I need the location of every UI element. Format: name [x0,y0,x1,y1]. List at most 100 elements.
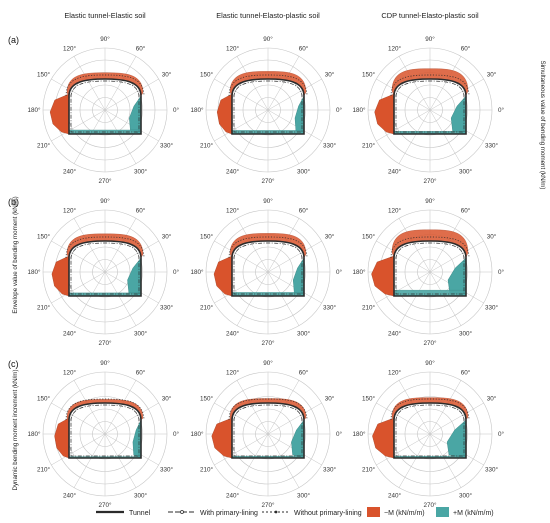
grid-spoke [376,78,431,111]
grid-spoke [73,271,106,326]
with-lining-curve [70,242,140,295]
angle-label: 0° [336,106,343,114]
angle-label: 270° [261,339,275,347]
polar-panel-9: 0° 30° 60° 90° 120° 150° 180° 210° 240° 270° 300° 3… [352,359,504,509]
grid-spoke [376,271,431,304]
neg-moment-left-wall [51,255,70,297]
angle-label: 180° [190,430,204,438]
angle-label: 210° [37,466,51,474]
neg-moment-left-wall [372,417,395,459]
grid-spoke [104,240,159,273]
angle-label: 180° [352,106,366,114]
row-a-ylabel: Simultaneous value of bending moment (kN… [539,61,546,190]
grid-spoke [267,56,300,111]
grid-spoke [429,380,462,435]
legend-without-lining-label: Without primary-lining [294,510,362,517]
angle-label: 270° [423,177,437,185]
with-lining-curve [395,80,465,133]
legend-tunnel-label: Tunnel [129,510,151,517]
angle-label: 30° [325,233,335,241]
legend-without-lining-marker [274,510,278,514]
angle-label: 90° [263,359,273,367]
with-lining-curve [233,80,303,133]
angle-label: 210° [362,304,376,312]
angle-label: 120° [388,369,402,377]
grid-spoke [73,380,106,435]
grid-spoke [267,109,322,142]
angle-label: 120° [388,207,402,215]
legend-pos-swatch [436,507,449,517]
angle-label: 60° [299,207,309,215]
polar-panel-6: 0° 30° 60° 90° 120° 150° 180° 210° 240° 270° 300° 3… [352,197,504,347]
angle-label: 300° [297,330,311,338]
with-lining-curve [70,404,140,457]
polar-panel-7: 0° 30° 60° 90° 120° 150° 180° 210° 240° 270° 300° 3… [27,359,179,509]
grid-spoke [104,78,159,111]
angle-label: 240° [63,330,77,338]
legend-with-lining-label: With primary-lining [200,510,258,517]
grid-spoke [398,433,431,488]
angle-label: 180° [352,430,366,438]
with-lining-curve [233,404,303,457]
angle-label: 240° [63,168,77,176]
grid-spoke [267,218,300,273]
angle-label: 0° [336,430,343,438]
polar-panel-3: 0° 30° 60° 90° 120° 150° 180° 210° 240° 270° 300° 3… [352,35,504,185]
neg-moment-left-wall [371,255,395,297]
grid-spoke [104,380,137,435]
grid-spoke [267,78,322,111]
angle-label: 30° [162,233,172,241]
angle-label: 300° [459,492,473,500]
angle-label: 90° [425,197,435,205]
angle-label: 60° [299,369,309,377]
grid-spoke [236,56,269,111]
angle-label: 270° [98,501,112,509]
angle-label: 330° [160,466,174,474]
grid-spoke [214,271,269,304]
angle-label: 180° [352,268,366,276]
grid-spoke [429,109,462,164]
column-title-3: CDP tunnel-Elasto-plastic soil [381,11,479,20]
tunnel-outline [393,402,467,459]
angle-label: 150° [200,233,214,241]
angle-label: 180° [190,106,204,114]
legend-pos-label: +M (kN/m/m) [453,510,494,517]
angle-label: 60° [461,369,471,377]
angle-label: 330° [323,466,337,474]
grid-spoke [376,240,431,273]
grid-spoke [51,240,106,273]
polar-panel-5: 0° 30° 60° 90° 120° 150° 180° 210° 240° 270° 300° 3… [190,197,342,347]
angle-label: 330° [160,304,174,312]
angle-label: 330° [323,142,337,150]
grid-spoke [214,240,269,273]
angle-label: 150° [37,395,51,403]
polar-panel-1: 0° 30° 60° 90° 120° 150° 180° 210° 240° 270° 300° 3… [27,35,179,185]
grid-spoke [104,271,137,326]
tunnel-outline [393,240,467,297]
grid-spoke [376,109,431,142]
angle-label: 90° [100,35,110,43]
grid-spoke [236,433,269,488]
angle-label: 300° [297,492,311,500]
angle-label: 30° [487,233,497,241]
grid-spoke [236,271,269,326]
without-lining-curve [228,74,308,97]
angle-label: 300° [134,492,148,500]
polar-panel-4: 0° 30° 60° 90° 120° 150° 180° 210° 240° 270° 300° 3… [27,197,179,347]
grid-spoke [398,109,431,164]
row-b-ylabel: Envelope value of bending moment (kN/m) [12,196,19,313]
angle-label: 270° [98,177,112,185]
angle-label: 210° [362,466,376,474]
angle-label: 90° [263,197,273,205]
angle-label: 30° [325,395,335,403]
grid-spoke [267,271,300,326]
angle-label: 30° [325,71,335,79]
grid-spoke [236,109,269,164]
angle-label: 30° [487,71,497,79]
angle-label: 330° [323,304,337,312]
grid-spoke [398,218,431,273]
angle-label: 0° [498,268,505,276]
angle-label: 240° [63,492,77,500]
angle-label: 300° [134,168,148,176]
angle-label: 60° [136,45,146,53]
